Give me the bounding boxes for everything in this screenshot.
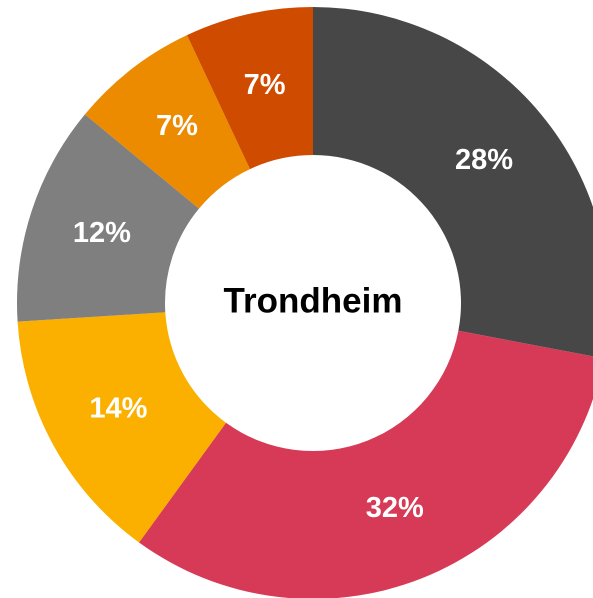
slice xyxy=(139,330,593,598)
center-label: Trondheim xyxy=(224,281,403,320)
value-label: 12% xyxy=(73,217,131,249)
slice xyxy=(84,35,250,209)
slices xyxy=(16,7,593,598)
slice xyxy=(16,114,199,322)
slice xyxy=(17,312,227,543)
value-label: 32% xyxy=(366,492,424,524)
value-label: 14% xyxy=(89,393,147,425)
slice xyxy=(313,7,593,357)
value-label: 7% xyxy=(244,69,286,101)
value-label: 28% xyxy=(455,144,513,176)
value-label: 7% xyxy=(156,110,198,142)
slice xyxy=(186,7,313,170)
